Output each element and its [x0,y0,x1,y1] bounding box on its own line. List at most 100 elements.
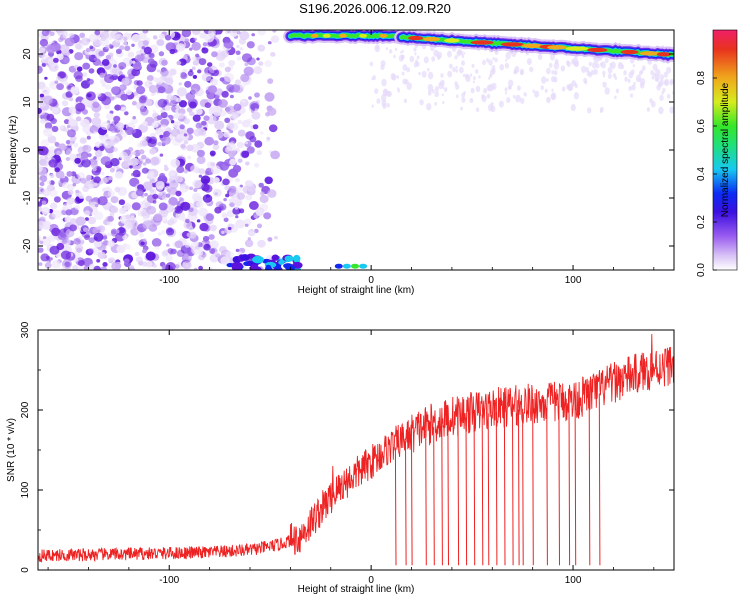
spectrogram-noise-cell [168,169,176,177]
spectrogram-noise-cell [113,115,121,123]
spectrogram-noise-cell [170,120,175,124]
spectrogram-noise-cell [190,88,198,95]
spectrogram-noise-cell [75,42,84,50]
spectrogram-noise-cell [39,38,49,47]
spectrogram-speckle [504,62,509,69]
spectrogram-noise-cell [136,158,144,165]
spectrogram-noise-cell [110,158,120,167]
spectrogram-noise-cell [145,261,153,268]
spectrogram-noise-cell [202,194,213,203]
spectrogram-noise-cell [62,32,69,39]
spectrogram-noise-cell [153,213,163,222]
spectrogram-speckle [560,65,565,72]
x-tick-label: 100 [565,575,582,586]
spectrogram-noise-cell [183,133,188,137]
spectrogram-noise-cell [221,212,228,219]
spectrogram-noise-cell [46,184,55,192]
spectrogram-noise-cell [141,261,148,267]
spectrogram-noise-cell [65,82,69,86]
spectrogram-noise-cell [192,179,202,189]
spectrogram-noise-cell [65,140,71,145]
spectrogram-hot-spot [322,33,331,38]
spectrogram-noise-cell [124,244,131,250]
spectrogram-noise-cell [43,91,50,96]
spectrogram-noise-cell [93,232,104,242]
spectrogram-speckle [461,54,465,59]
spectrogram-y-label: Frequency (Hz) [8,116,19,185]
spectrogram-noise-cell [70,120,78,127]
spectrogram-noise-cell [59,44,70,54]
snr-panel: -100 0 100 0 100 200 300 Height of straight l… [6,321,675,595]
spectrogram-noise-cell [237,158,243,163]
spectrogram-noise-cell [130,157,140,166]
spectrogram-noise-cell [229,129,234,134]
spectrogram-noise-cell [152,35,158,40]
spectrogram-speckle [526,58,532,65]
spectrogram-noise-cell [131,34,141,43]
spectrogram-noise-cell [183,169,189,174]
spectrogram-hot-spot [379,33,388,38]
spectrogram-noise-cell [186,232,192,238]
spectrogram-noise-cell [203,243,211,251]
spectrogram-noise-cell [205,213,215,222]
spectrogram-noise-cell [123,203,132,211]
spectrogram-noise-cell [226,30,232,34]
spectrogram-speckle [595,62,600,69]
spectrogram-noise-cell [152,193,159,200]
spectrogram-noise-cell [101,96,112,106]
spectrogram-noise-cell [157,98,168,108]
spectrogram-noise-cell [44,122,53,130]
x-tick-label: 100 [565,275,582,286]
spectrogram-speckle [591,62,597,69]
spectrogram-speckle [380,64,385,71]
spectrogram-speckle [375,45,379,50]
y-tick-label: 0 [22,147,33,153]
spectrogram-noise-cell [125,89,132,96]
snr-dropout-mark [518,409,520,566]
spectrogram-noise-cell [86,135,91,140]
spectrogram-noise-cell [239,30,250,41]
spectrogram-noise-cell [186,127,194,135]
spectrogram-noise-cell [64,216,72,223]
spectrogram-noise-cell [75,116,82,122]
snr-dropout-mark [574,403,577,566]
spectrogram-noise-cell [38,164,43,173]
spectrogram-noise-cell [149,156,160,166]
spectrogram-speckle [491,65,496,71]
spectrogram-speckle [571,80,576,87]
spectrogram-noise-cell [124,221,133,230]
spectrogram-noise-cell [118,62,127,70]
spectrogram-noise-cell [169,100,178,107]
spectrogram-noise-cell [82,124,92,133]
spectrogram-noise-cell [86,93,92,98]
colorbar-tick-label: 0.4 [696,167,707,181]
spectrogram-speckle [584,80,588,85]
spectrogram-speckle [599,109,603,113]
spectrogram-noise-cell [226,122,235,130]
spectrogram-noise-cell [212,144,220,151]
spectrogram-noise-cell [77,172,85,180]
spectrogram-noise-cell [232,113,237,118]
spectrogram-noise-cell [168,180,179,190]
spectrogram-noise-cell [175,104,180,109]
snr-dropout-mark [447,421,449,566]
spectrogram-speckle [573,92,580,100]
spectrogram-noise-cell [185,264,189,268]
spectrogram-noise-cell [73,64,79,69]
spectrogram-speckle [483,87,488,94]
spectrogram-speckle [481,95,487,103]
spectrogram-noise-cell [253,214,258,219]
spectrogram-noise-cell [66,171,73,177]
spectrogram-noise-cell [120,106,127,113]
spectrogram-speckle [454,55,458,60]
spectrogram-noise-cell [197,69,202,74]
spectrogram-speckle [461,60,465,66]
spectrogram-noise-cell [169,251,173,255]
spectrogram-noise-cell [85,195,93,202]
spectrogram-noise-cell [247,237,251,241]
spectrogram-noise-cell [91,247,101,256]
spectrogram-noise-cell [84,210,91,216]
spectrogram-speckle [444,87,448,92]
spectrogram-noise-cell [59,77,68,84]
spectrogram-noise-cell [94,204,99,208]
